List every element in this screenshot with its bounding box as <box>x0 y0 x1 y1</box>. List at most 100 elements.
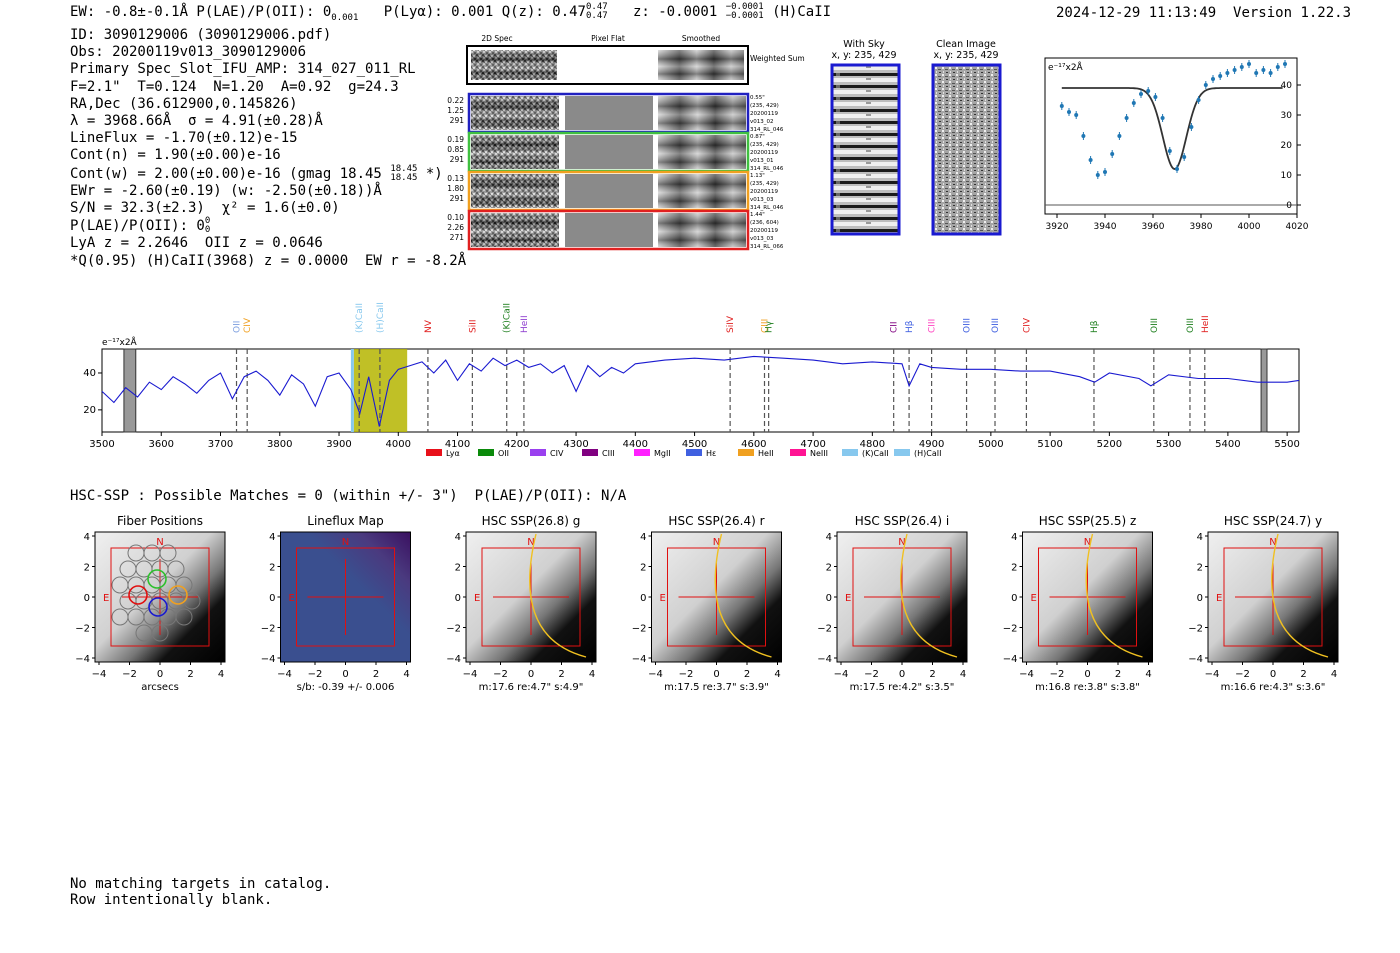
compass-north: N <box>342 537 349 548</box>
spectrum-xtick-label: 3500 <box>89 439 114 450</box>
footer-notes: No matching targets in catalog. Row inten… <box>70 876 331 908</box>
aperture-box <box>296 547 395 647</box>
panel-caption: arcsecs <box>141 682 179 693</box>
cutout-row-stat: 0.85 <box>447 145 464 154</box>
compass-east: E <box>474 593 480 604</box>
cutout-row-stat: 291 <box>450 116 465 125</box>
fit-xtick-label: 3940 <box>1094 222 1117 232</box>
fit-data-point <box>1182 155 1187 159</box>
panel-ytick-label: −4 <box>1188 654 1203 665</box>
panel-ytick-label: −2 <box>1003 624 1018 635</box>
plae-sup: 0 <box>204 216 211 227</box>
info-line: Cont(w) = 2.00(±0.00)e-16 (gmag 18.45 <box>70 165 382 182</box>
spectrum-xtick-label: 4700 <box>800 439 825 450</box>
fit-data-point <box>1225 71 1230 75</box>
panel-ytick-label: 0 <box>1011 593 1017 604</box>
panel-xtick-label: −4 <box>648 669 663 680</box>
panel-ytick-label: −2 <box>446 624 461 635</box>
header-timestamp-version: 2024-12-29 11:13:49 Version 1.22.3 <box>1056 5 1351 21</box>
line-label: SiII <box>468 319 478 333</box>
panel-ytick-label: −2 <box>632 624 647 635</box>
line-label: CIII <box>928 319 938 333</box>
cutout-row-stat: 291 <box>450 155 465 164</box>
fit-ytick-label: 10 <box>1281 171 1293 181</box>
aperture-box <box>852 547 952 647</box>
cutout-row-meta: 0.87" <box>750 134 765 140</box>
spectrum-xtick-label: 4000 <box>386 439 411 450</box>
clean-image-coords: x, y: 235, 429 <box>933 50 998 61</box>
cutout-row-meta: v013_01 <box>750 158 774 164</box>
header-z-sup: −0.0001 <box>725 2 764 12</box>
fit-plot-frame <box>1044 57 1298 215</box>
info-line: P(LAE)/P(OII): 0 <box>70 218 205 235</box>
panel-ytick-label: 0 <box>1197 593 1203 604</box>
compass-north: N <box>713 537 720 548</box>
fit-data-point <box>1139 92 1143 96</box>
panel-ytick-label: 4 <box>84 532 90 543</box>
panel-ytick-label: −4 <box>261 654 276 665</box>
cutout-header-flat: Pixel Flat <box>591 34 625 43</box>
cutout-row-meta: v013_03 <box>750 197 774 203</box>
galaxy-ellipse <box>900 533 958 658</box>
fit-data-point <box>1203 83 1208 87</box>
cutout-row-meta: 314_RL_046 <box>750 205 784 211</box>
panel-ytick-label: 2 <box>1011 563 1017 574</box>
fit-data-point <box>1261 68 1266 72</box>
spectrum-xtick-label: 5500 <box>1274 439 1299 450</box>
cutout-row-meta: 20200119 <box>750 228 778 234</box>
fit-xtick-label: 3920 <box>1046 222 1069 232</box>
panel-xtick-label: 4 <box>774 669 780 680</box>
info-line: Primary Spec_Slot_IFU_AMP: 314_027_011_R… <box>70 61 416 78</box>
image-panel: HSC SSP(26.4) i N E 4 2 0 −2 −4−4 −2 0 2 4 m:17.5 re… <box>817 514 968 693</box>
cutout-row-stat: 1.80 <box>447 184 464 193</box>
legend-swatch <box>634 449 650 456</box>
aperture-box <box>110 547 210 647</box>
cutout-row-meta: 20200119 <box>750 150 778 156</box>
line-label: CIV <box>1022 317 1032 333</box>
fit-data-point <box>1268 71 1273 75</box>
hcaii-marker-band <box>350 349 354 432</box>
line-label: OIII <box>963 318 973 333</box>
panel-ytick-label: 2 <box>455 563 461 574</box>
fit-data-point <box>1247 62 1251 66</box>
detection-info: ID: 3090129006 (3090129006.pdf) Obs: 2020… <box>70 27 466 270</box>
panel-xtick-label: 0 <box>342 669 348 680</box>
fiber-selected <box>168 585 188 605</box>
legend-label: CIII <box>602 449 615 458</box>
cutout-row-meta: v013_02 <box>750 119 774 125</box>
legend-label: (K)CaII <box>862 449 889 458</box>
aperture-box <box>1038 547 1137 647</box>
line-label: OIII <box>1186 318 1196 333</box>
panel-ytick-label: 2 <box>826 563 832 574</box>
info-line: Cont(n) = 1.90(±0.00)e-16 <box>70 147 281 164</box>
info-line: F=2.1" T=0.124 N=1.20 A=0.92 g=24.3 <box>70 78 399 95</box>
header-z: z: -0.0001 <box>632 4 718 20</box>
spectrum-xtick-label: 5400 <box>1215 439 1240 450</box>
line-label: CII <box>890 321 900 333</box>
panel-xtick-label: 0 <box>157 669 163 680</box>
info-line: Obs: 20200119v013_3090129006 <box>70 44 307 61</box>
fit-data-point <box>1175 167 1179 171</box>
line-label: (H)CaII <box>376 302 386 333</box>
compass-north: N <box>898 537 905 548</box>
panel-title: HSC SSP(26.4) i <box>855 514 950 528</box>
panel-xtick-label: 0 <box>899 669 905 680</box>
cutout-row-meta: (235, 429) <box>750 142 779 148</box>
compass-north: N <box>527 537 534 548</box>
panel-ytick-label: 4 <box>640 532 646 543</box>
legend-label: Hε <box>706 449 716 458</box>
cutout-row-stat: 291 <box>450 194 465 203</box>
panel-xtick-label: −4 <box>834 669 849 680</box>
spectrum-xtick-label: 5300 <box>1156 439 1181 450</box>
compass-east: E <box>103 593 109 604</box>
gmag-end: *) <box>417 165 443 182</box>
fit-ytick-label: 20 <box>1281 141 1293 151</box>
fit-data-point <box>1095 173 1100 177</box>
legend-label: MgII <box>654 449 671 458</box>
fit-xtick-label: 4020 <box>1286 222 1309 232</box>
panel-caption: m:17.6 re:4.7" s:4.9" <box>479 682 584 693</box>
legend-swatch <box>530 449 546 456</box>
compass-north: N <box>156 537 163 548</box>
cutout-row-meta: 314_RL_046 <box>750 166 784 172</box>
panel-xtick-label: 4 <box>1331 669 1337 680</box>
